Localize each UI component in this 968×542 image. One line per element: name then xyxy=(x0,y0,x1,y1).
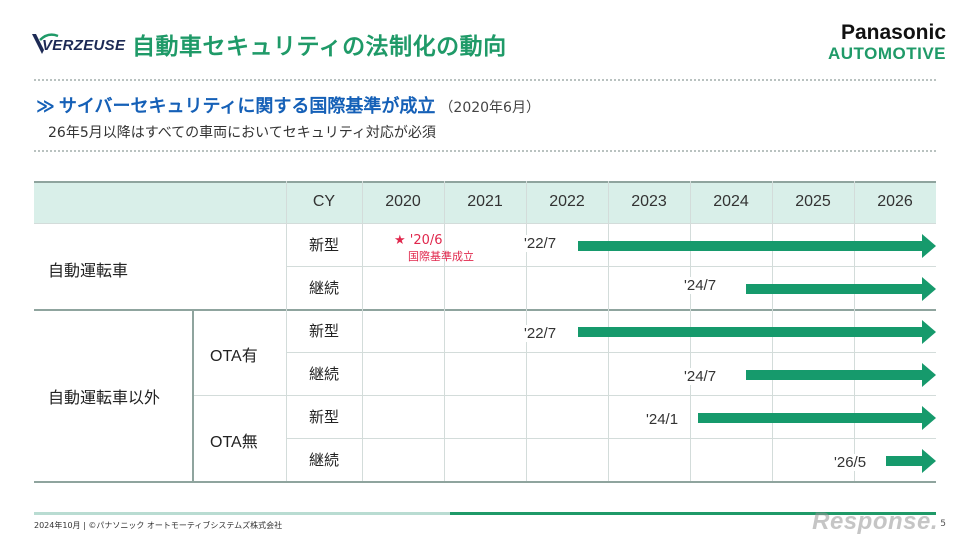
section-heading: ≫ サイバーセキュリティに関する国際基準が成立 （2020年6月） xyxy=(36,92,540,118)
year-header-2025: 2025 xyxy=(795,193,831,210)
category-non-autonomous: 自動運転車以外 xyxy=(48,388,161,407)
start-date-label: '24/7 xyxy=(682,368,719,385)
milestone-marker: ★ '20/6 xyxy=(394,233,443,248)
slide-header: VERZEUSE 自動車セキュリティの法制化の動向 Panasonic AUTO… xyxy=(0,0,968,80)
double-chevron-icon: ≫ xyxy=(36,96,55,117)
subcategory-ota-no: OTA無 xyxy=(210,434,258,451)
table-top-border xyxy=(34,181,936,183)
footer-copyright: 2024年10月 | ©パナソニック オートモーティブシステムズ株式会社 xyxy=(34,521,283,530)
timeline-bar xyxy=(746,277,936,301)
milestone-date: '20/6 xyxy=(409,233,443,248)
col-divider xyxy=(444,181,445,481)
subcategory-ota-yes: OTA有 xyxy=(210,348,258,365)
row-divider xyxy=(192,395,936,396)
year-header-2026: 2026 xyxy=(877,193,913,210)
panasonic-automotive-logo: Panasonic AUTOMOTIVE xyxy=(828,22,946,64)
col-divider xyxy=(286,181,287,481)
verzeuse-logo-text: VERZEUSE xyxy=(42,37,126,54)
row-label-new: 新型 xyxy=(308,322,339,340)
footer-rule xyxy=(34,512,450,515)
start-date-label: '26/5 xyxy=(832,454,869,471)
star-icon: ★ xyxy=(394,233,406,248)
row-label-new: 新型 xyxy=(308,236,339,254)
footer-rule-accent xyxy=(450,512,936,515)
regulation-timeline-table: CY 2020 2021 2022 2023 2024 2025 2026 自動… xyxy=(34,181,936,483)
timeline-bar xyxy=(698,406,936,430)
page-title: 自動車セキュリティの法制化の動向 xyxy=(132,34,507,60)
timeline-bar xyxy=(578,234,936,258)
row-divider xyxy=(286,438,936,439)
category-autonomous: 自動運転車 xyxy=(48,261,129,280)
year-header-2020: 2020 xyxy=(385,193,421,210)
start-date-label: '24/1 xyxy=(644,411,681,428)
timeline-bar xyxy=(746,363,936,387)
section-divider xyxy=(34,150,936,152)
brand-division: AUTOMOTIVE xyxy=(827,44,946,63)
header-divider xyxy=(34,79,936,81)
col-divider xyxy=(362,181,363,481)
row-divider xyxy=(286,352,936,353)
year-header-2022: 2022 xyxy=(549,193,585,210)
response-watermark: Response. xyxy=(812,508,938,535)
group-divider xyxy=(34,309,936,311)
row-label-continuing: 継続 xyxy=(308,279,339,297)
row-label-new: 新型 xyxy=(308,408,339,426)
year-header-2021: 2021 xyxy=(467,193,503,210)
timeline-bar xyxy=(886,449,936,473)
table-header-band xyxy=(34,181,936,223)
row-label-continuing: 継続 xyxy=(308,451,339,469)
year-header-2024: 2024 xyxy=(713,193,749,210)
subcategory-divider xyxy=(192,309,194,481)
table-header-border xyxy=(34,223,936,224)
start-date-label: '22/7 xyxy=(522,325,559,342)
row-label-continuing: 継続 xyxy=(308,365,339,383)
milestone-label: 国際基準成立 xyxy=(408,250,474,263)
section-heading-date: （2020年6月） xyxy=(439,100,540,116)
section-heading-text: サイバーセキュリティに関する国際基準が成立 xyxy=(58,96,436,117)
verzeuse-logo: VERZEUSE xyxy=(30,28,126,58)
table-bottom-border xyxy=(34,481,936,483)
page-number: 5 xyxy=(940,519,946,529)
row-divider xyxy=(286,266,936,267)
requirement-note: 26年5月以降はすべての車両においてセキュリティ対応が必須 xyxy=(48,125,436,141)
year-header-2023: 2023 xyxy=(631,193,667,210)
verzeuse-logo-mark-icon xyxy=(32,33,59,54)
start-date-label: '24/7 xyxy=(682,277,719,294)
timeline-bar xyxy=(578,320,936,344)
cy-header: CY xyxy=(312,193,336,210)
start-date-label: '22/7 xyxy=(522,235,559,252)
brand-name: Panasonic xyxy=(840,21,946,44)
